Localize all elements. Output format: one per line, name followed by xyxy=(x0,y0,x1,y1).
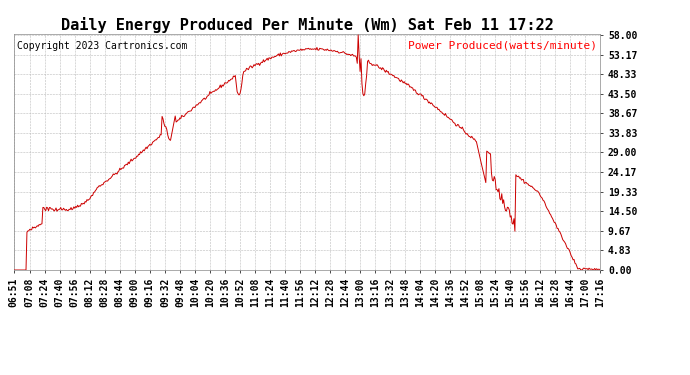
Title: Daily Energy Produced Per Minute (Wm) Sat Feb 11 17:22: Daily Energy Produced Per Minute (Wm) Sa… xyxy=(61,16,553,33)
Text: Power Produced(watts/minute): Power Produced(watts/minute) xyxy=(408,41,598,51)
Text: Copyright 2023 Cartronics.com: Copyright 2023 Cartronics.com xyxy=(17,41,187,51)
